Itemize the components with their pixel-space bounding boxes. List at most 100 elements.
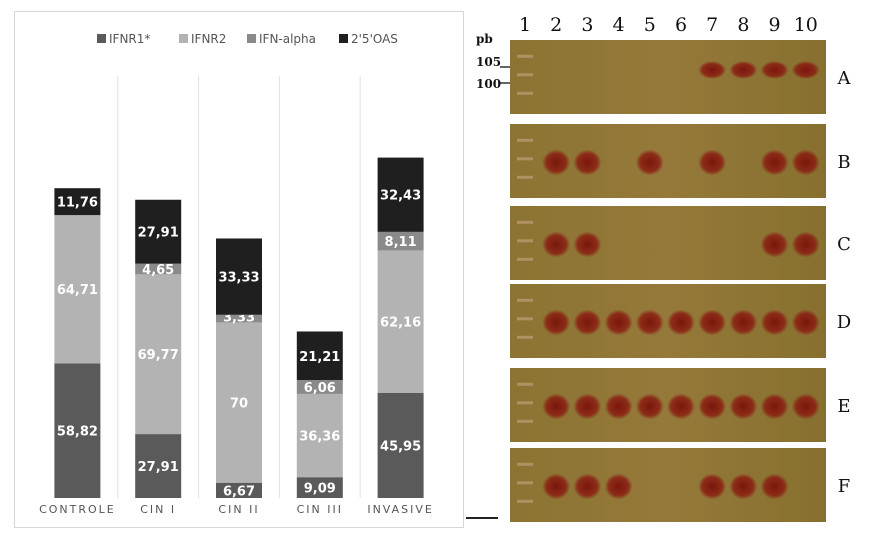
gel-row-f: F [510, 448, 850, 522]
gel-band [760, 393, 789, 420]
data-label-2-5-oas: 27,91 [138, 226, 179, 241]
bar-segment-ifnr2 [135, 274, 182, 435]
legend-label-ifn-alpha: IFN-alpha [259, 32, 316, 46]
row-letter: C [837, 234, 851, 255]
marker-band [517, 220, 533, 224]
gel-band [542, 393, 571, 420]
marker-band [517, 239, 533, 243]
legend-swatch-ifnr1 [97, 34, 106, 43]
bar-segment-2-5-oas [216, 238, 262, 315]
legend-swatch-2-5-oas [339, 34, 348, 43]
marker-band [517, 462, 533, 466]
data-label-ifn-alpha: 8,11 [385, 235, 417, 250]
category-axis: CONTROLE CIN I CIN II CIN III INVASIVE [39, 503, 434, 516]
bar-segment-ifnr1 [216, 482, 262, 498]
bar-segment-ifnr1 [296, 477, 343, 498]
legend-swatch-ifnr2 [179, 34, 188, 43]
gel-band [667, 393, 695, 420]
data-label-ifnr2: 62,16 [380, 316, 421, 331]
gel-band [542, 149, 571, 176]
category-dividers [117, 76, 361, 498]
marker-band [517, 317, 533, 321]
bar-segment-ifnr1 [135, 434, 182, 498]
bar-segment-ifn-alpha [135, 263, 182, 275]
bars: 58,8264,71011,7627,9169,774,6527,916,677… [54, 157, 424, 499]
gel-band [791, 61, 820, 79]
marker-band [517, 419, 533, 423]
bar-segment-ifnr2 [54, 215, 101, 364]
gel-band [573, 149, 602, 176]
lane-number: 10 [794, 14, 818, 36]
gel-row-d: D [510, 284, 851, 358]
category-label: CIN I [140, 503, 176, 516]
data-label-ifn-alpha: 6,06 [304, 381, 336, 396]
gel-band [604, 393, 633, 420]
gel-band [604, 309, 633, 336]
bar-segment-ifn-alpha [296, 380, 343, 394]
gel-band [635, 309, 664, 336]
lane-number: 9 [769, 14, 781, 36]
data-label-ifnr1: 58,82 [57, 425, 98, 440]
category-label: INVASIVE [367, 503, 434, 516]
lane-number: 3 [581, 14, 593, 36]
bar-segment-2-5-oas [54, 188, 101, 216]
marker-band [517, 481, 533, 485]
gel-band [791, 309, 820, 336]
gel-band [760, 473, 789, 500]
gel-row-b: B [510, 124, 851, 198]
row-letter: E [837, 396, 850, 417]
gel-band [667, 309, 695, 336]
bar-segment-ifn-alpha [216, 314, 262, 323]
gel-row-a: A [510, 40, 852, 114]
bar-segment-ifnr1 [377, 392, 424, 498]
gel-band [698, 61, 727, 79]
gel-band [760, 61, 789, 79]
data-label-ifnr1: 45,95 [380, 439, 421, 454]
gel-electrophoresis-figure: pb 105 100 1 2 3 4 5 6 7 8 9 10 A B C D E F [476, 14, 852, 522]
category-label: CONTROLE [39, 503, 116, 516]
gel-band [791, 231, 820, 258]
gel-band [542, 309, 571, 336]
row-letter: F [838, 476, 851, 497]
marker-band [517, 401, 533, 405]
marker-band [517, 335, 533, 339]
data-label-ifnr2: 70 [230, 397, 248, 412]
gel-band [698, 393, 727, 420]
marker-band [517, 175, 533, 179]
marker-band [517, 499, 533, 503]
gel-band [698, 309, 727, 336]
data-label-ifnr1: 6,67 [223, 484, 255, 499]
marker-label-100: 100 [476, 77, 501, 91]
scale-bar [466, 517, 498, 519]
gel-band [729, 309, 758, 336]
data-label-ifnr1: 9,09 [304, 482, 336, 497]
data-label-2-5-oas: 32,43 [380, 189, 421, 204]
gel-band [698, 149, 727, 176]
marker-band [517, 91, 533, 95]
legend-label-ifnr2: IFNR2 [191, 32, 226, 46]
lane-number: 6 [675, 14, 687, 36]
marker-band [517, 298, 533, 302]
bar-segment-ifnr2 [377, 250, 424, 393]
marker-band [517, 138, 533, 142]
bar-segment-ifnr2 [216, 322, 262, 483]
gel-band [791, 149, 820, 176]
legend-label-ifnr1: IFNR1* [109, 32, 150, 46]
gel-band [729, 473, 758, 500]
gel-band [635, 149, 664, 176]
lane-number: 4 [613, 14, 625, 36]
gel-band [635, 393, 664, 420]
category-label: CIN III [297, 503, 343, 516]
gel-band [760, 231, 789, 258]
lane-number: 5 [644, 14, 656, 36]
gel-row-c: C [510, 206, 851, 280]
gel-unit-label: pb [476, 32, 493, 46]
category-label: CIN II [218, 503, 259, 516]
gel-band [760, 309, 789, 336]
bar-segment-ifn-alpha [377, 231, 424, 251]
gel-rows: A B C D E F [510, 40, 852, 522]
bar-segment-2-5-oas [296, 331, 343, 381]
marker-band [517, 382, 533, 386]
